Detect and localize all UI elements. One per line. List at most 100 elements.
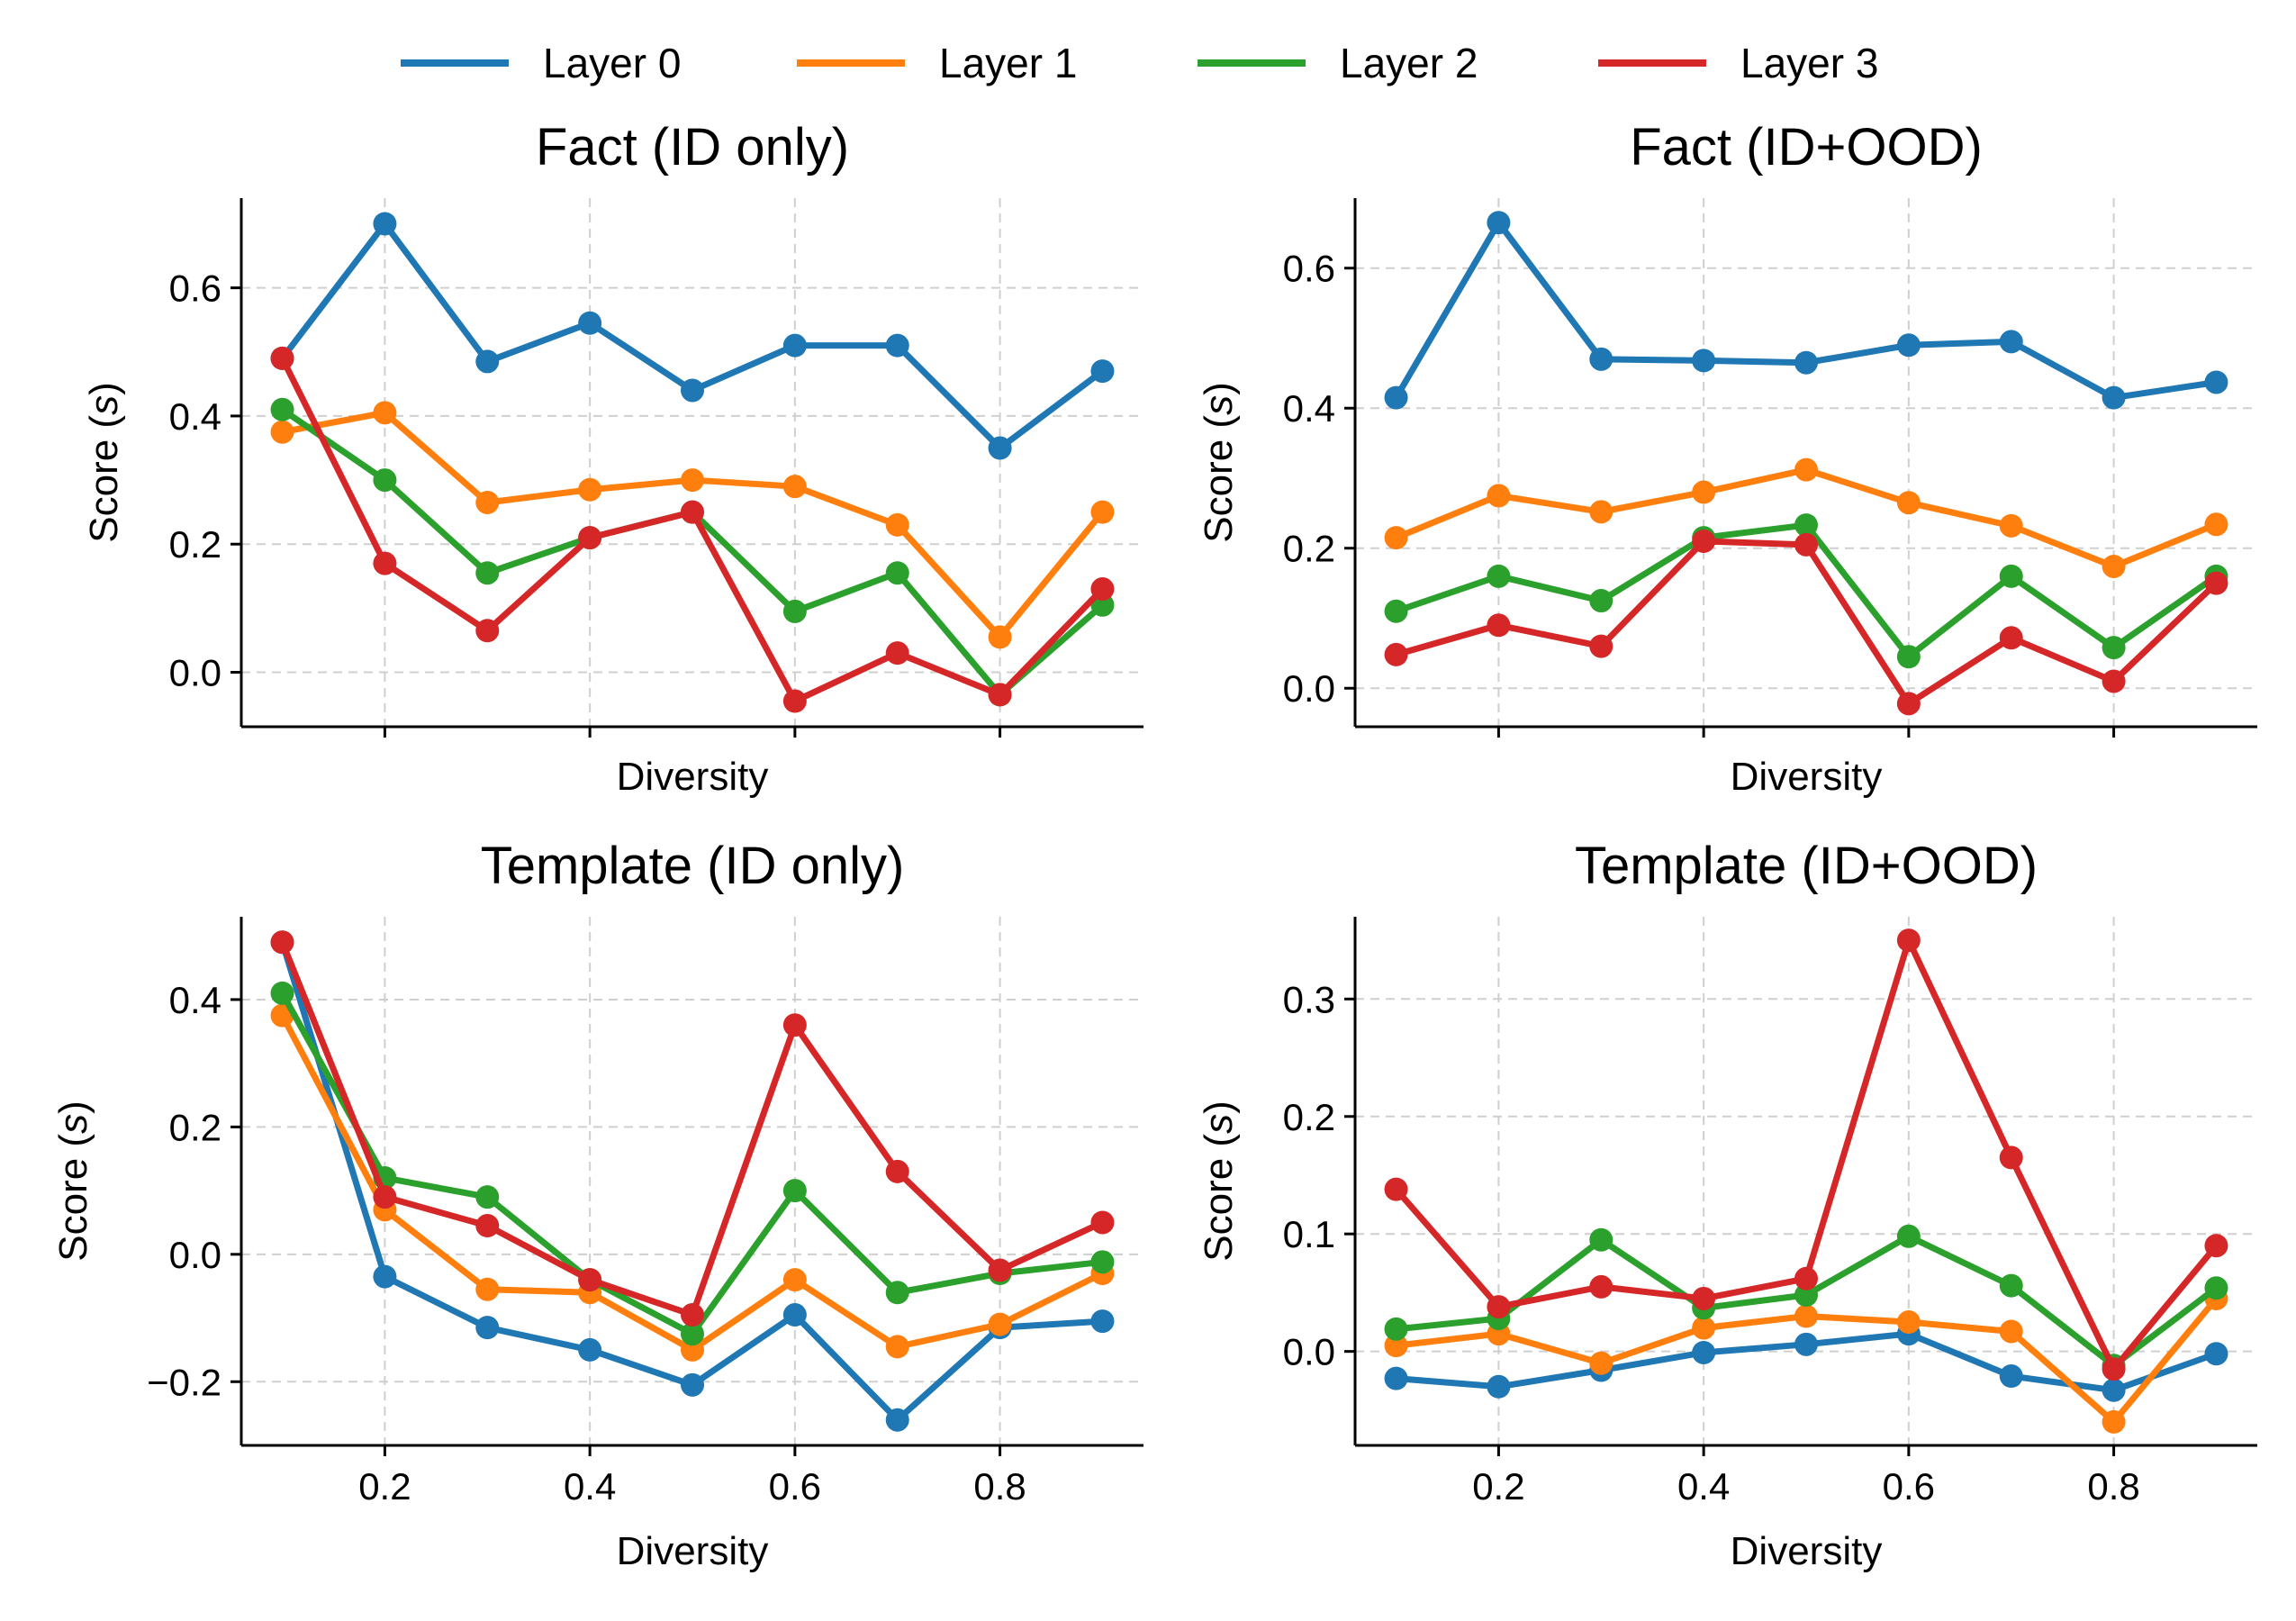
data-point	[373, 401, 397, 425]
y-tick-label: 0.2	[169, 523, 221, 566]
x-axis-label: Diversity	[617, 755, 769, 799]
data-point	[885, 333, 909, 358]
data-point	[475, 1316, 500, 1340]
data-point	[2102, 554, 2126, 578]
legend-item: Layer 1	[797, 40, 1077, 86]
data-point	[1589, 589, 1614, 613]
legend-item: Layer 3	[1598, 40, 1878, 86]
series-line	[279, 990, 1106, 1337]
data-point	[1794, 1283, 1818, 1308]
grid	[241, 198, 1143, 727]
data-point	[475, 619, 500, 643]
x-axis-label: Diversity	[1731, 1529, 1883, 1573]
chart-panel: 0.2 0.4 0.6 0.8 −0.2 0.0 0.2 0.4 Template (ID on…	[51, 837, 1143, 1573]
data-point	[1794, 1266, 1818, 1290]
series-layer-0	[1384, 211, 2228, 410]
data-point	[681, 1322, 704, 1346]
data-point	[1589, 500, 1614, 524]
data-point	[2102, 669, 2126, 693]
data-point	[885, 512, 909, 537]
series-layer-2	[270, 397, 1115, 707]
data-point	[2102, 1357, 2126, 1381]
series-line	[279, 220, 1106, 451]
x-axis-label: Diversity	[617, 1529, 769, 1573]
data-point	[1090, 577, 1115, 602]
data-point	[1794, 532, 1818, 557]
data-point	[1896, 645, 1921, 669]
data-point	[1589, 1227, 1614, 1252]
y-tick-label: 0.0	[169, 652, 221, 694]
series-line	[279, 406, 1106, 698]
data-point	[1589, 347, 1614, 371]
legend-item: Layer 2	[1198, 40, 1478, 86]
series-layer-2	[270, 981, 1115, 1346]
data-point	[1692, 480, 1716, 504]
chart-panel: 0.2 0.4 0.6 0.8 0.0 0.1 0.2 0.3 Template (ID+OOD…	[1197, 837, 2257, 1573]
data-point	[782, 1303, 807, 1327]
y-axis-label: Score (s)	[1197, 382, 1241, 542]
legend-label: Layer 2	[1340, 40, 1478, 86]
x-tick-label: 0.2	[358, 1465, 411, 1508]
data-point	[373, 1185, 397, 1209]
data-point	[1999, 1364, 2023, 1389]
series-layer-3	[270, 346, 1115, 713]
series-layer-0	[1384, 1322, 2228, 1402]
data-point	[988, 625, 1012, 649]
data-point	[1896, 692, 1921, 716]
data-point	[681, 468, 704, 493]
y-tick-label: 0.6	[169, 267, 221, 310]
data-point	[681, 500, 704, 524]
data-point	[2102, 1378, 2126, 1402]
data-point	[1090, 1250, 1115, 1274]
data-point	[475, 1214, 500, 1238]
chart-title: Fact (ID+OOD)	[1630, 118, 1983, 177]
data-point	[373, 468, 397, 493]
series-line	[1393, 538, 2219, 707]
data-point	[2102, 385, 2126, 410]
data-point	[373, 212, 397, 236]
data-point	[782, 1268, 807, 1292]
data-point	[1896, 1224, 1921, 1248]
data-point	[578, 1268, 602, 1292]
data-point	[885, 1159, 909, 1183]
data-point	[1487, 1295, 1511, 1319]
data-point	[475, 349, 500, 374]
data-point	[2102, 636, 2126, 660]
data-point	[988, 1258, 1012, 1282]
y-tick-label: 0.2	[169, 1106, 221, 1148]
chart-title: Template (ID only)	[481, 837, 905, 895]
series-line	[279, 355, 1106, 705]
y-tick-label: 0.0	[1283, 1331, 1335, 1373]
data-point	[373, 551, 397, 575]
data-point	[270, 397, 294, 421]
y-tick-label: 0.2	[1283, 1096, 1335, 1138]
data-point	[578, 477, 602, 502]
data-point	[885, 1408, 909, 1432]
data-point	[270, 420, 294, 444]
data-point	[782, 1179, 807, 1203]
data-point	[782, 333, 807, 358]
series-line	[279, 409, 1106, 640]
data-point	[1692, 1340, 1716, 1364]
chart-panel: 0.0 0.2 0.4 0.6 Fact (ID+OOD) Diversity Score …	[1197, 118, 2257, 799]
y-tick-label: 0.2	[1283, 528, 1335, 570]
y-axis-label: Score (s)	[51, 1100, 95, 1261]
legend: Layer 0 Layer 1 Layer 2 Layer 3	[401, 40, 1878, 86]
y-tick-label: 0.4	[169, 979, 221, 1021]
y-tick-label: −0.2	[147, 1361, 221, 1403]
data-point	[782, 475, 807, 499]
data-point	[2102, 1409, 2126, 1434]
data-point	[2204, 1234, 2228, 1258]
data-point	[1384, 642, 1408, 666]
data-point	[1487, 613, 1511, 638]
data-point	[681, 378, 704, 403]
y-tick-label: 0.1	[1283, 1213, 1335, 1255]
chart-panel: 0.0 0.2 0.4 0.6 Fact (ID only) Diversity Score…	[82, 118, 1143, 799]
data-point	[1692, 1286, 1716, 1310]
chart-title: Fact (ID only)	[536, 118, 849, 177]
legend-item: Layer 0	[401, 40, 681, 86]
data-point	[1999, 1146, 2023, 1170]
data-point	[1999, 513, 2023, 538]
data-point	[681, 1372, 704, 1397]
data-point	[681, 1303, 704, 1327]
